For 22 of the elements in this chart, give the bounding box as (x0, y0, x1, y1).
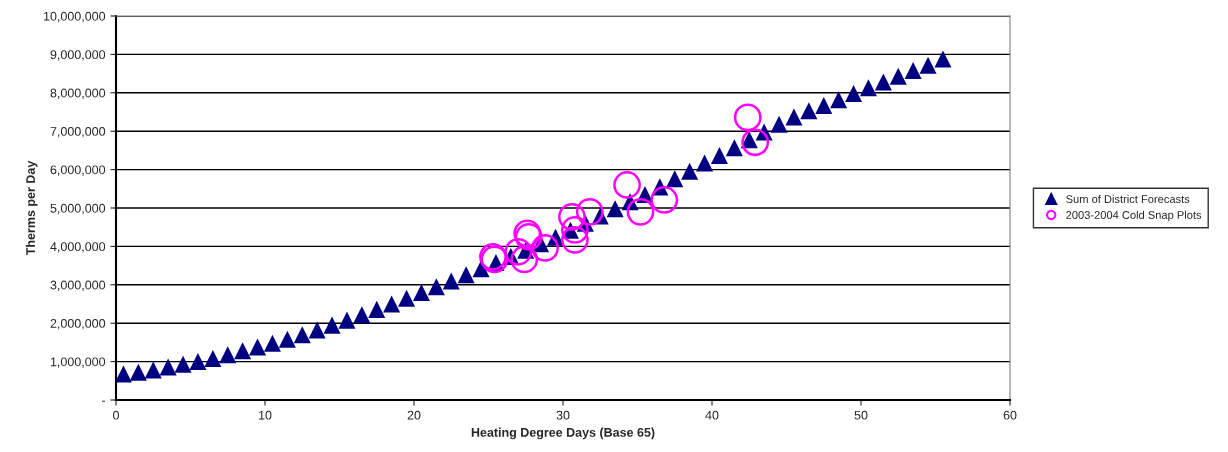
y-tick-label: 7,000,000 (50, 127, 106, 138)
y-tick-label: 6,000,000 (50, 165, 106, 176)
y-tick-label: 5,000,000 (50, 203, 106, 215)
y-tick-label: - (101, 400, 106, 402)
legend-label: Sum of District Forecasts (1066, 194, 1190, 204)
x-tick-label: 0 (113, 410, 119, 420)
y-tick-label: 9,000,000 (50, 50, 106, 61)
y-tick-label: 2,000,000 (50, 319, 106, 330)
x-tick-label: 20 (407, 410, 421, 420)
y-tick-label: 4,000,000 (50, 242, 106, 253)
y-axis-title: Therms per Day (25, 160, 38, 256)
y-tick-label: 3,000,000 (50, 280, 106, 291)
x-tick-label: 30 (556, 410, 570, 420)
x-tick-label: 10 (259, 410, 272, 420)
x-axis-title: Heating Degree Days (Base 65) (471, 427, 655, 440)
y-tick-label: 10,000,000 (43, 11, 106, 23)
y-tick-label: 1,000,000 (50, 357, 106, 368)
x-tick-label: 60 (1003, 410, 1017, 420)
x-tick-label: 40 (705, 410, 719, 420)
x-tick-label: 50 (854, 410, 868, 420)
y-tick-label: 8,000,000 (50, 88, 106, 99)
legend-label: 2003-2004 Cold Snap Plots (1066, 210, 1202, 222)
